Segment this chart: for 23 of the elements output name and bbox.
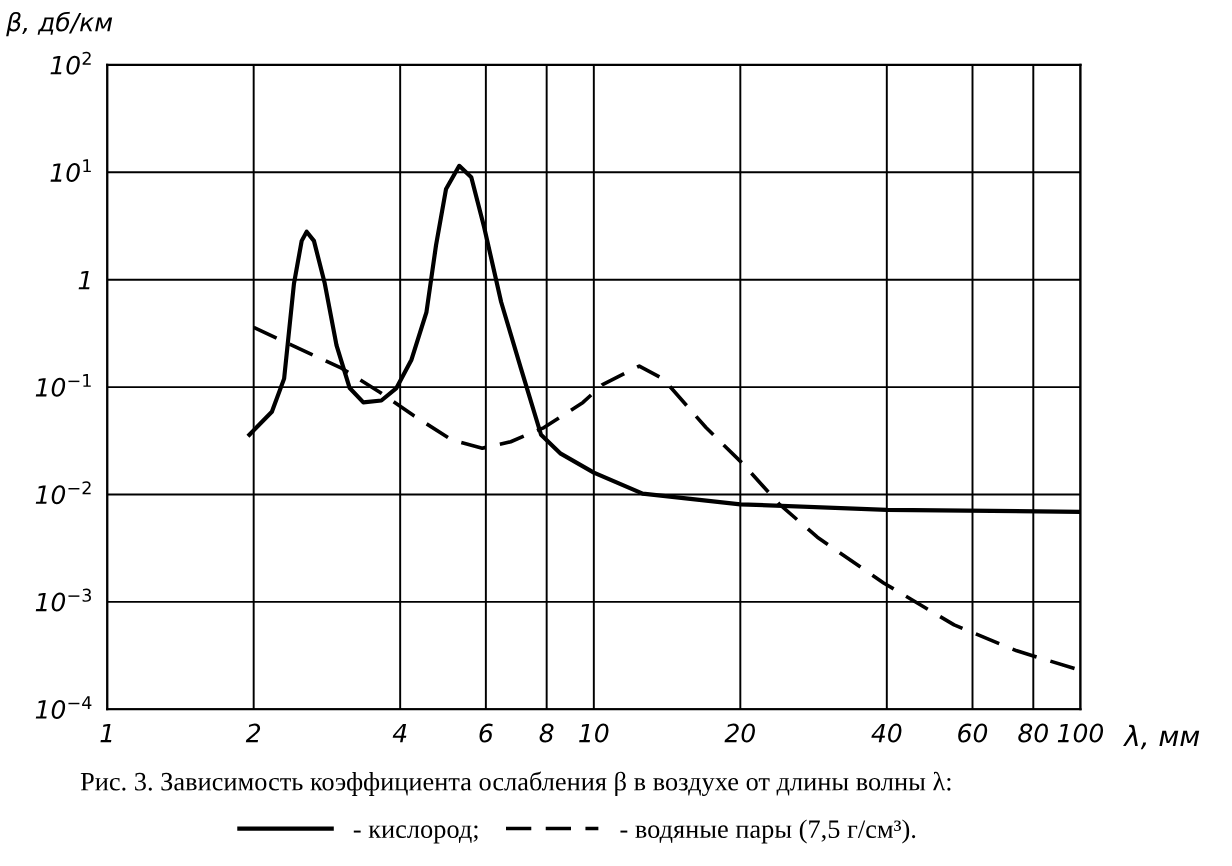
y-axis-title: β, дб/км	[6, 11, 113, 37]
legend-label: - водяные пары (7,5 г/см³).	[620, 819, 916, 844]
y-tick-label: 1	[78, 270, 90, 290]
x-tick-label: 2	[245, 723, 261, 743]
y-tick-label: 10$^{−3}$	[35, 588, 91, 612]
y-tick-label: 10$^{−1}$	[35, 374, 91, 397]
x-axis-title: λ, мм	[1123, 724, 1200, 750]
y-tick-label: 10$^{−4}$	[35, 696, 92, 719]
x-tick-label: 4	[392, 723, 407, 743]
x-tick-label: 8	[539, 723, 554, 743]
x-tick-label: 100	[1057, 723, 1104, 743]
x-tick-label: 6	[479, 723, 493, 743]
x-tick-label: 60	[958, 723, 988, 743]
y-tick-label: 10$^{1}$	[50, 159, 91, 183]
x-tick-label: 40	[871, 723, 902, 743]
x-tick-label: 1	[100, 723, 112, 743]
text: Рис. 3. Зависимость коэффициента ослабления β в воздухе от длины волны λ:	[80, 771, 951, 797]
x-tick-label: 10	[579, 723, 609, 743]
legend-label: - кислород;	[353, 825, 478, 844]
y-tick-label: 10$^{2}$	[50, 51, 91, 75]
x-tick-label: 80	[1018, 723, 1048, 743]
x-tick-label: 20	[724, 723, 755, 743]
y-tick-label: 10$^{−2}$	[35, 481, 91, 505]
